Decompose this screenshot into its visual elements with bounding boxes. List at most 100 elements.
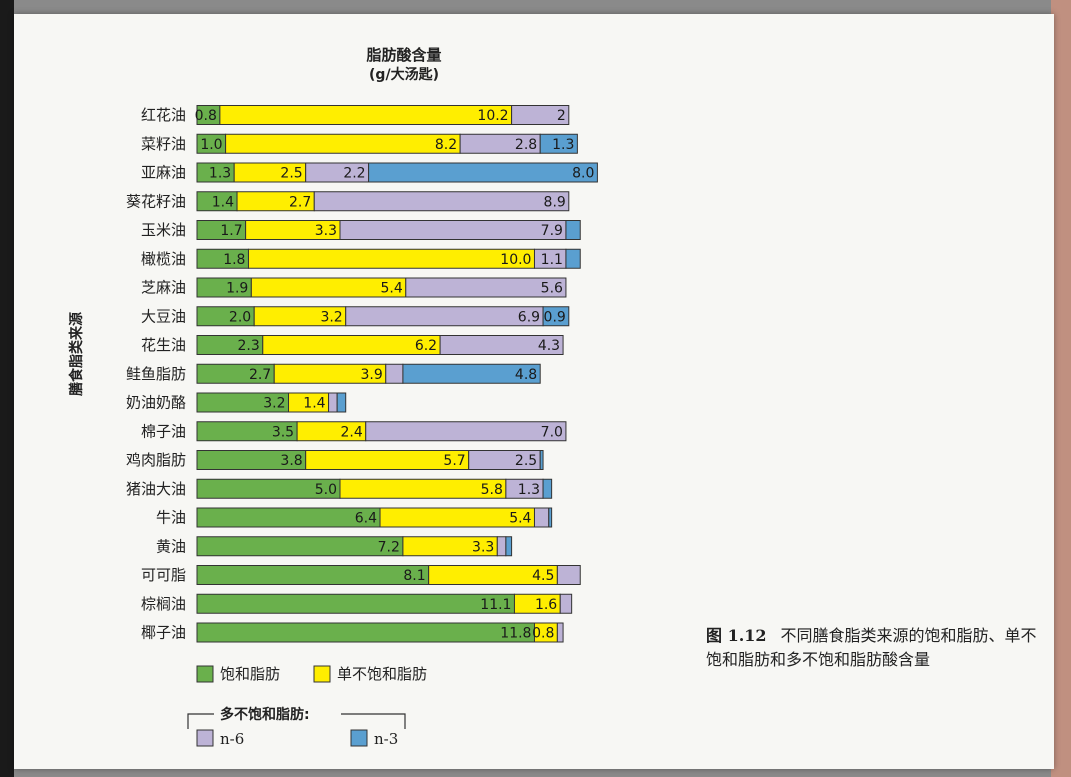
data-label: 3.3 xyxy=(315,223,337,239)
bar-segment-n3 xyxy=(368,162,598,183)
legend-swatch-n6 xyxy=(196,729,214,747)
bar-segment-saturated xyxy=(196,622,535,643)
data-label: 8.1 xyxy=(403,568,425,584)
category-label: 奶油奶酪 xyxy=(126,394,186,412)
bar-segment-n6 xyxy=(556,565,581,585)
bar-segment-n3 xyxy=(505,536,513,557)
bar-segment-mono xyxy=(247,248,535,269)
bar-segment-saturated xyxy=(196,565,430,585)
data-label: 4.8 xyxy=(515,367,537,383)
legend-label: n-6 xyxy=(220,730,244,748)
bar-segment-n3 xyxy=(565,248,581,269)
data-label: 4.5 xyxy=(532,568,554,584)
legend-label: n-3 xyxy=(374,730,398,748)
data-label: 5.4 xyxy=(509,511,531,527)
category-label: 鸡肉脂肪 xyxy=(126,451,186,469)
category-label: 花生油 xyxy=(141,336,186,354)
data-label: 7.2 xyxy=(378,539,400,555)
data-label: 3.5 xyxy=(272,424,294,440)
data-label: 1.3 xyxy=(209,166,231,182)
bar-segment-n6 xyxy=(533,507,550,528)
data-label: 10.0 xyxy=(500,252,531,268)
data-label: 0.8 xyxy=(195,108,217,124)
category-label: 可可脂 xyxy=(141,566,186,584)
chart-subtitle: (g/大汤匙) xyxy=(369,66,439,83)
data-label: 1.6 xyxy=(535,597,557,613)
bar-segment-n3 xyxy=(336,392,347,413)
data-label: 1.3 xyxy=(552,137,574,153)
bar-segment-mono xyxy=(219,105,513,125)
data-label: 6.9 xyxy=(518,309,540,325)
bar-segment-n6 xyxy=(365,421,567,442)
bar-segment-n6 xyxy=(405,277,567,298)
caption-text: 不同膳食脂类来源的饱和脂肪、单不饱和脂肪和多不饱和脂肪酸含量 xyxy=(706,626,1037,669)
category-label: 棉子油 xyxy=(141,422,186,440)
bar-segment-n3 xyxy=(539,133,578,154)
category-label: 棕榈油 xyxy=(141,595,186,613)
bar-segment-n3 xyxy=(402,363,541,384)
category-label: 玉米油 xyxy=(141,221,186,239)
legend-label: 单不饱和脂肪 xyxy=(337,665,427,683)
category-label: 鲑鱼脂肪 xyxy=(126,365,186,383)
bar-segment-n6 xyxy=(385,363,404,384)
data-label: 1.3 xyxy=(518,482,540,498)
category-label: 橄榄油 xyxy=(141,250,186,268)
category-label: 葵花籽油 xyxy=(126,192,186,210)
chart-title: 脂肪酸含量 xyxy=(366,46,441,64)
bar-segment-n6 xyxy=(496,536,507,557)
bar-segment-saturated xyxy=(196,507,381,528)
data-label: 11.8 xyxy=(500,626,531,642)
data-label: 2 xyxy=(557,108,566,124)
data-label: 2.0 xyxy=(229,309,251,325)
book-page: 脂肪酸含量 (g/大汤匙) 膳食脂类来源 红花油 0.8 10.2 2 菜籽油 1.0 8.2 2.… xyxy=(14,14,1054,769)
category-label: 牛油 xyxy=(156,509,186,527)
legend-bracket xyxy=(187,713,406,729)
data-label: 2.7 xyxy=(289,194,311,210)
data-label: 7.0 xyxy=(541,424,563,440)
data-label: 2.5 xyxy=(280,166,302,182)
legend-group-title: 多不饱和脂肪: xyxy=(220,706,310,723)
data-label: 0.9 xyxy=(544,309,566,325)
data-label: 0.8 xyxy=(532,626,554,642)
data-label: 5.0 xyxy=(315,482,337,498)
data-label: 2.4 xyxy=(340,424,362,440)
bar-segment-n6 xyxy=(328,392,338,413)
category-label: 芝麻油 xyxy=(141,279,186,297)
data-label: 5.4 xyxy=(381,281,403,297)
data-label: 5.6 xyxy=(541,281,563,297)
data-label: 3.3 xyxy=(472,539,494,555)
data-label: 1.9 xyxy=(226,281,248,297)
fat-composition-chart: 脂肪酸含量 (g/大汤匙) 膳食脂类来源 红花油 0.8 10.2 2 菜籽油 1.0 8.2 2.… xyxy=(68,46,598,748)
bar-segment-n3 xyxy=(539,450,544,470)
bar-segment-n6 xyxy=(439,335,564,355)
background-hand xyxy=(1051,0,1071,777)
data-label: 3.2 xyxy=(320,309,342,325)
bar-segment-n3 xyxy=(548,507,553,528)
category-label: 椰子油 xyxy=(141,624,186,642)
bar-segment-saturated xyxy=(196,536,404,557)
legend-label: 饱和脂肪 xyxy=(220,665,280,683)
bar-segment-n6 xyxy=(556,622,564,643)
data-label: 3.8 xyxy=(280,453,302,469)
data-label: 1.4 xyxy=(303,396,325,412)
bar-segment-n6 xyxy=(313,191,570,212)
category-label: 大豆油 xyxy=(141,307,186,325)
y-axis-label: 膳食脂类来源 xyxy=(68,312,85,396)
data-label: 6.4 xyxy=(355,511,377,527)
data-label: 2.2 xyxy=(343,166,365,182)
bar-segment-n3 xyxy=(565,220,581,240)
bar-segment-n6 xyxy=(345,306,544,327)
data-label: 1.8 xyxy=(223,252,245,268)
data-label: 5.8 xyxy=(481,482,503,498)
bar-segment-n3 xyxy=(542,306,570,327)
category-label: 菜籽油 xyxy=(141,135,186,153)
data-label: 10.2 xyxy=(477,108,508,124)
data-label: 3.2 xyxy=(263,396,285,412)
data-label: 7.9 xyxy=(541,223,563,239)
data-label: 1.4 xyxy=(212,194,234,210)
bar-segment-mono xyxy=(225,133,461,154)
data-label: 8.0 xyxy=(572,166,594,182)
bar-segment-n3 xyxy=(542,478,553,499)
data-label: 8.2 xyxy=(435,137,457,153)
data-label: 4.3 xyxy=(538,338,560,354)
